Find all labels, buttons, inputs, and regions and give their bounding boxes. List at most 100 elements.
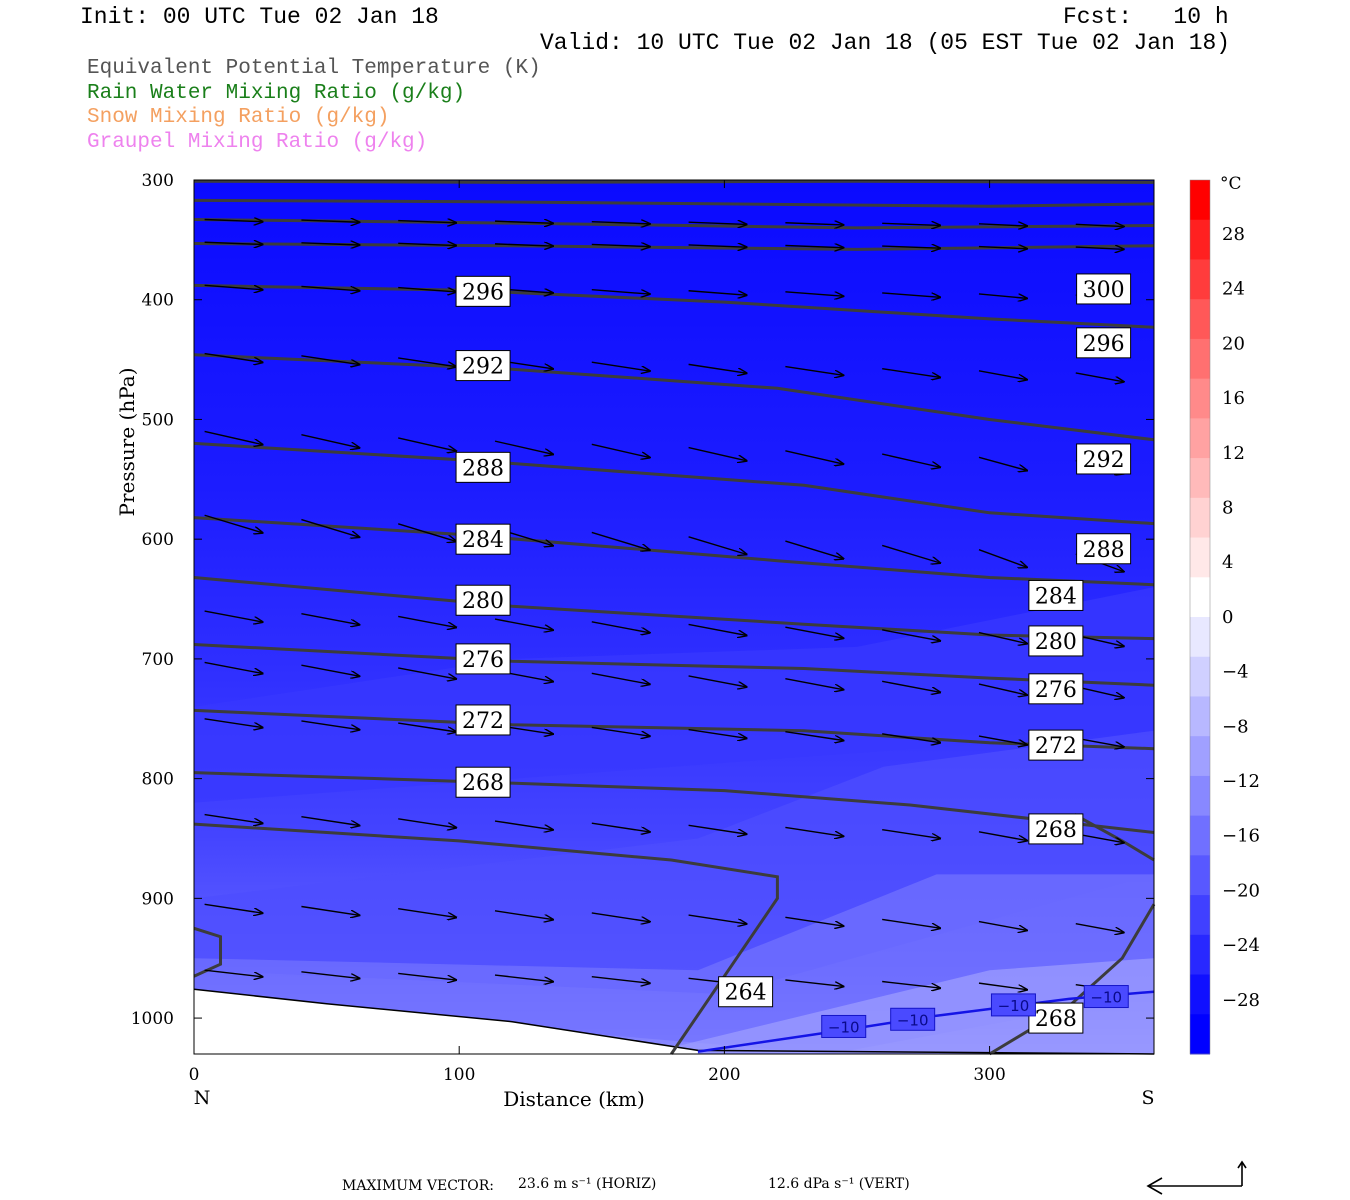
wind-vector: [978, 370, 1027, 380]
wind-vector: [204, 284, 263, 289]
wind-vector: [785, 365, 843, 376]
theta-e-label: 292: [1083, 448, 1125, 473]
colorbar-swatch: [1190, 696, 1210, 737]
theta-e-label-box: [1028, 579, 1084, 611]
wind-vector: [301, 518, 359, 538]
colorbar-swatch: [1190, 617, 1210, 658]
wind-vector: [1075, 686, 1124, 698]
wind-vector: [494, 221, 553, 223]
wind-vector: [398, 221, 456, 223]
y-tick-label: 600: [142, 530, 174, 550]
theta-e-label-box: [455, 766, 511, 798]
colorbar-tick-label: −24: [1222, 935, 1260, 956]
x-end-label-south: S: [1141, 1087, 1154, 1109]
colorbar-swatch: [1190, 895, 1210, 936]
wind-vector: [688, 623, 747, 635]
colorbar-tick-label: −8: [1222, 716, 1249, 737]
theta-e-label-box: [455, 451, 511, 483]
colorbar-swatch: [1190, 219, 1210, 260]
wind-vector: [494, 440, 553, 454]
wind-vector: [494, 974, 553, 982]
theta-e-line: [193, 179, 1155, 184]
wind-vector: [398, 243, 456, 245]
wind-vector: [978, 456, 1027, 470]
colorbar-tick-label: 12: [1222, 443, 1245, 464]
wind-vector: [591, 531, 650, 550]
theta-e-label-box: [455, 523, 511, 555]
wind-vector: [591, 244, 650, 246]
wind-vector: [204, 969, 263, 977]
terrain-line: [193, 988, 1155, 1055]
colorbar-tick-label: −16: [1222, 826, 1260, 847]
wind-vector: [882, 680, 940, 692]
temp-label-box: [1083, 985, 1129, 1009]
theta-e-label-box: [1028, 813, 1084, 845]
wind-vector: [1075, 634, 1124, 646]
wind-vector: [494, 244, 553, 246]
wind-vector: [978, 982, 1027, 990]
theta-e-label: 276: [462, 648, 504, 673]
wind-vector: [978, 247, 1027, 249]
theta-e-label-box: [1076, 273, 1132, 305]
wind-vector: [785, 826, 843, 836]
theta-e-label-box: [1028, 625, 1084, 657]
colorbar-swatch: [1190, 338, 1210, 380]
wind-vector: [688, 824, 747, 834]
wind-vector: [204, 903, 263, 913]
colorbar-swatch: [1190, 934, 1210, 976]
theta-e-label: 264: [725, 981, 767, 1006]
wind-vector: [882, 453, 940, 467]
x-tick-label: 100: [443, 1065, 475, 1085]
theta-e-label: 296: [1083, 332, 1125, 357]
theta-e-label: 288: [462, 456, 504, 481]
wind-vector: [204, 718, 263, 728]
wind-vector: [591, 443, 650, 457]
y-tick-label: 1000: [131, 1009, 174, 1029]
wind-vector: [688, 245, 747, 247]
theta-e-label-box: [1028, 729, 1084, 761]
colorbar-tick-label: 20: [1222, 333, 1245, 354]
colorbar-swatch: [1190, 180, 1210, 221]
theta-e-label: 276: [1035, 678, 1077, 703]
wind-vector: [785, 540, 843, 559]
wind-vector: [688, 446, 747, 461]
wind-vector: [785, 979, 843, 987]
colorbar-tick-label: 8: [1222, 498, 1233, 519]
theta-e-line: [193, 353, 1155, 442]
wind-vector: [785, 245, 843, 247]
wind-vector: [301, 355, 359, 365]
wind-vector: [204, 610, 263, 622]
wind-vector: [785, 731, 843, 741]
wind-vector: [978, 735, 1027, 745]
temperature-band: [194, 587, 1154, 803]
theta-e-line: [193, 822, 779, 1055]
wind-vector: [301, 720, 359, 730]
forecast-hour: Fcst: 10 h: [1063, 4, 1229, 30]
wind-vector: [398, 907, 456, 918]
y-tick-label: 900: [142, 889, 174, 909]
theta-e-label: 280: [1035, 630, 1077, 655]
wind-vector: [591, 288, 650, 294]
x-tick-label: 300: [973, 1065, 1005, 1085]
wind-vector: [688, 363, 747, 373]
contour-labels: 2962922882842802762722683002962922882842…: [455, 273, 1132, 1038]
wind-vector: [301, 243, 359, 245]
y-axis-title: Pressure (hPa): [115, 368, 139, 517]
colorbar-tick-label: 24: [1222, 279, 1245, 300]
theta-e-label-box: [1076, 533, 1132, 565]
theta-e-label: 272: [462, 709, 504, 734]
wind-vector: [204, 514, 263, 533]
wind-vector: [591, 726, 650, 736]
wind-vector: [978, 831, 1027, 841]
temp-contour-label: −10: [897, 1011, 929, 1029]
theta-e-label-box: [455, 275, 511, 307]
theta-e-label-box: [1076, 443, 1132, 475]
temp-label-box: [890, 1007, 936, 1031]
theta-e-label-box: [455, 350, 511, 382]
wind-vector: [688, 675, 747, 687]
wind-vector: [398, 818, 456, 828]
wind-vector: [591, 822, 650, 832]
colorbar-tick-label: −20: [1222, 880, 1260, 901]
colorbar-frame: [1189, 179, 1211, 1055]
